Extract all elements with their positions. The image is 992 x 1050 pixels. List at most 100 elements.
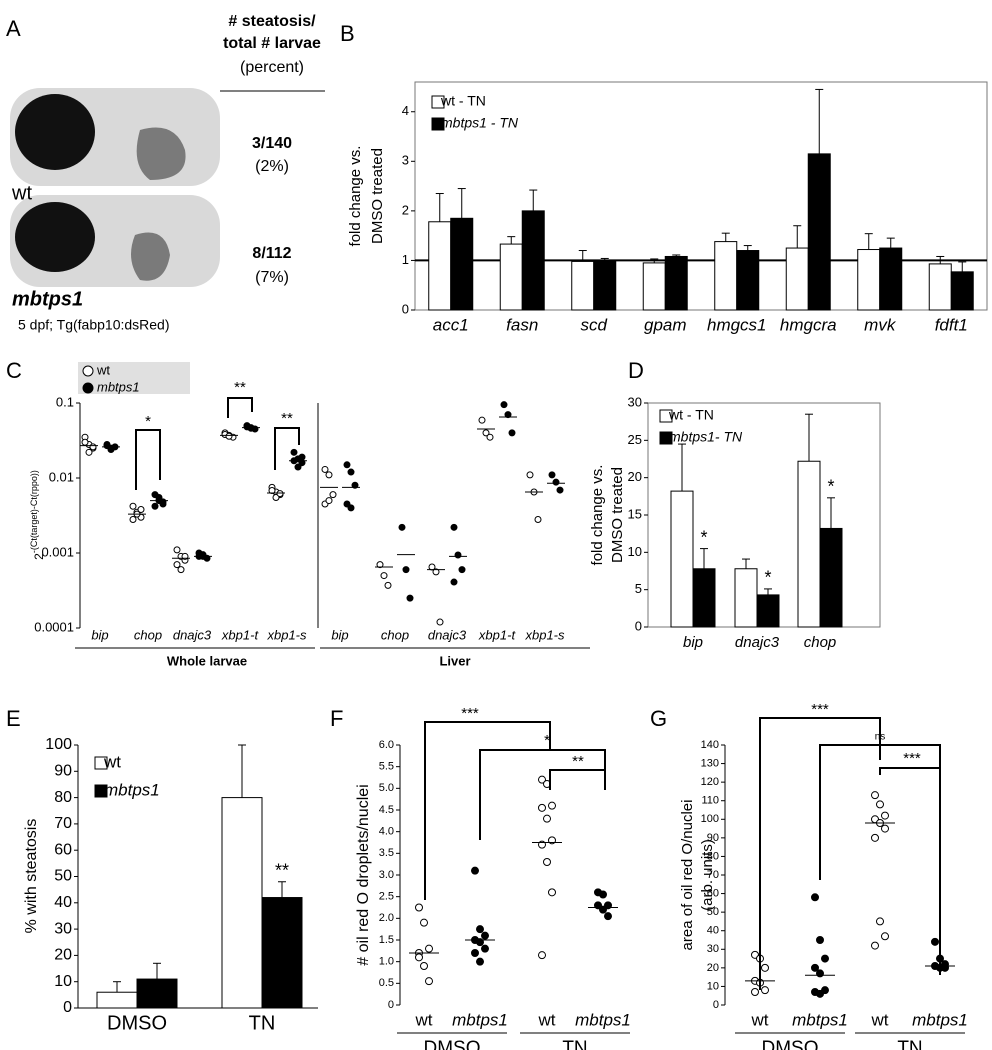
legend-marker <box>94 756 108 770</box>
y-axis-label: 2-(Ct(target)-Ct(rppo)) <box>29 470 46 560</box>
data-point <box>476 925 484 934</box>
y-tick-label: 4.0 <box>379 826 394 838</box>
data-point <box>481 944 489 953</box>
significance-label: * <box>700 527 707 547</box>
x-tick-label: acc1 <box>433 315 469 334</box>
data-point <box>548 888 556 897</box>
data-point <box>159 498 167 506</box>
y-tick-label: 110 <box>701 795 719 807</box>
bar <box>714 241 738 311</box>
x-tick-label: wt <box>871 1010 889 1029</box>
y-axis-label: DMSO treated <box>369 148 386 244</box>
data-point <box>107 445 115 453</box>
bar <box>928 263 952 311</box>
y-tick-label: 3 <box>402 153 409 168</box>
data-point <box>402 566 410 574</box>
data-point <box>276 490 284 498</box>
data-point <box>420 918 428 927</box>
data-point <box>384 581 392 589</box>
y-tick-label: 10 <box>628 544 642 559</box>
group-label: TN <box>897 1038 922 1050</box>
data-point <box>931 937 939 946</box>
legend-marker <box>82 365 94 377</box>
significance-bracket <box>879 767 941 960</box>
significance-label: *** <box>461 705 479 722</box>
y-label-base: 2 <box>32 553 46 560</box>
data-point <box>881 932 889 941</box>
data-point <box>351 481 359 489</box>
bar <box>642 262 666 311</box>
x-tick-label: DMSO <box>107 1012 167 1034</box>
y-tick-label: 130 <box>701 757 719 769</box>
bar <box>692 568 716 628</box>
genotype: wt <box>11 182 32 204</box>
legend-label: wt - TN <box>440 93 486 109</box>
panel-label: E <box>6 706 21 731</box>
bar <box>521 210 545 311</box>
data-point <box>415 903 423 912</box>
x-tick-label: dnajc3 <box>428 627 467 642</box>
bar <box>221 797 263 1009</box>
x-tick-label: fasn <box>506 315 538 334</box>
bar <box>819 527 843 628</box>
data-point <box>458 566 466 574</box>
data-point <box>454 551 462 559</box>
plot-frame <box>414 81 988 311</box>
y-tick-label: 60 <box>707 887 719 899</box>
data-point <box>129 502 137 510</box>
significance-label: ** <box>234 379 246 396</box>
y-tick-label: 5.0 <box>379 782 394 794</box>
y-label-exponent: -(Ct(target)-Ct(rppo)) <box>29 470 39 553</box>
legend-label: mbtps1- TN <box>669 429 743 445</box>
bar <box>797 460 821 628</box>
x-tick-label: bip <box>91 627 108 642</box>
y-tick-label: 30 <box>54 920 72 937</box>
y-tick-label: 6.0 <box>379 739 394 751</box>
significance-bracket <box>274 427 300 470</box>
data-point <box>751 988 759 996</box>
table-header: # steatosis/ <box>228 13 316 30</box>
data-point <box>425 977 433 986</box>
data-point <box>347 504 355 512</box>
data-point <box>151 502 159 510</box>
liver <box>136 127 186 180</box>
significance-label: ** <box>275 861 289 881</box>
data-point <box>420 962 428 970</box>
legend-label: mbtps1 <box>97 379 140 394</box>
data-point <box>526 471 534 479</box>
y-tick-label: 0 <box>402 301 409 316</box>
y-tick-label: 0 <box>713 999 719 1011</box>
bar <box>136 978 178 1009</box>
data-point <box>471 866 479 875</box>
x-tick-label: fdft1 <box>935 315 968 334</box>
y-tick-label: 40 <box>54 894 72 911</box>
data-point <box>268 487 276 495</box>
y-tick-label: 1.5 <box>379 934 394 946</box>
y-axis-label: DMSO treated <box>609 467 626 563</box>
y-tick-label: 50 <box>54 868 72 885</box>
liver <box>131 232 170 281</box>
legend-marker <box>431 117 445 131</box>
data-point <box>432 568 440 576</box>
x-tick-label: hmgcra <box>780 315 837 334</box>
legend-label: wt <box>96 362 110 377</box>
y-tick-label: 4 <box>402 103 409 118</box>
percent: (7%) <box>255 269 289 286</box>
significance-label: * <box>827 477 834 497</box>
data-point <box>538 951 546 960</box>
significance-bracket <box>819 744 941 975</box>
significance-label: *** <box>903 750 921 767</box>
data-point <box>876 800 884 809</box>
y-tick-label: 120 <box>701 776 719 788</box>
bar <box>261 897 303 1009</box>
x-tick-label: mbtps1 <box>792 1010 848 1029</box>
data-point <box>376 561 384 569</box>
y-tick-label: 60 <box>54 841 72 858</box>
legend-label: mbtps1 - TN <box>441 115 519 131</box>
y-tick-label: 0 <box>63 999 72 1016</box>
data-point <box>450 578 458 586</box>
data-point <box>482 429 490 437</box>
data-point <box>173 546 181 554</box>
y-tick-label: 30 <box>628 394 642 409</box>
